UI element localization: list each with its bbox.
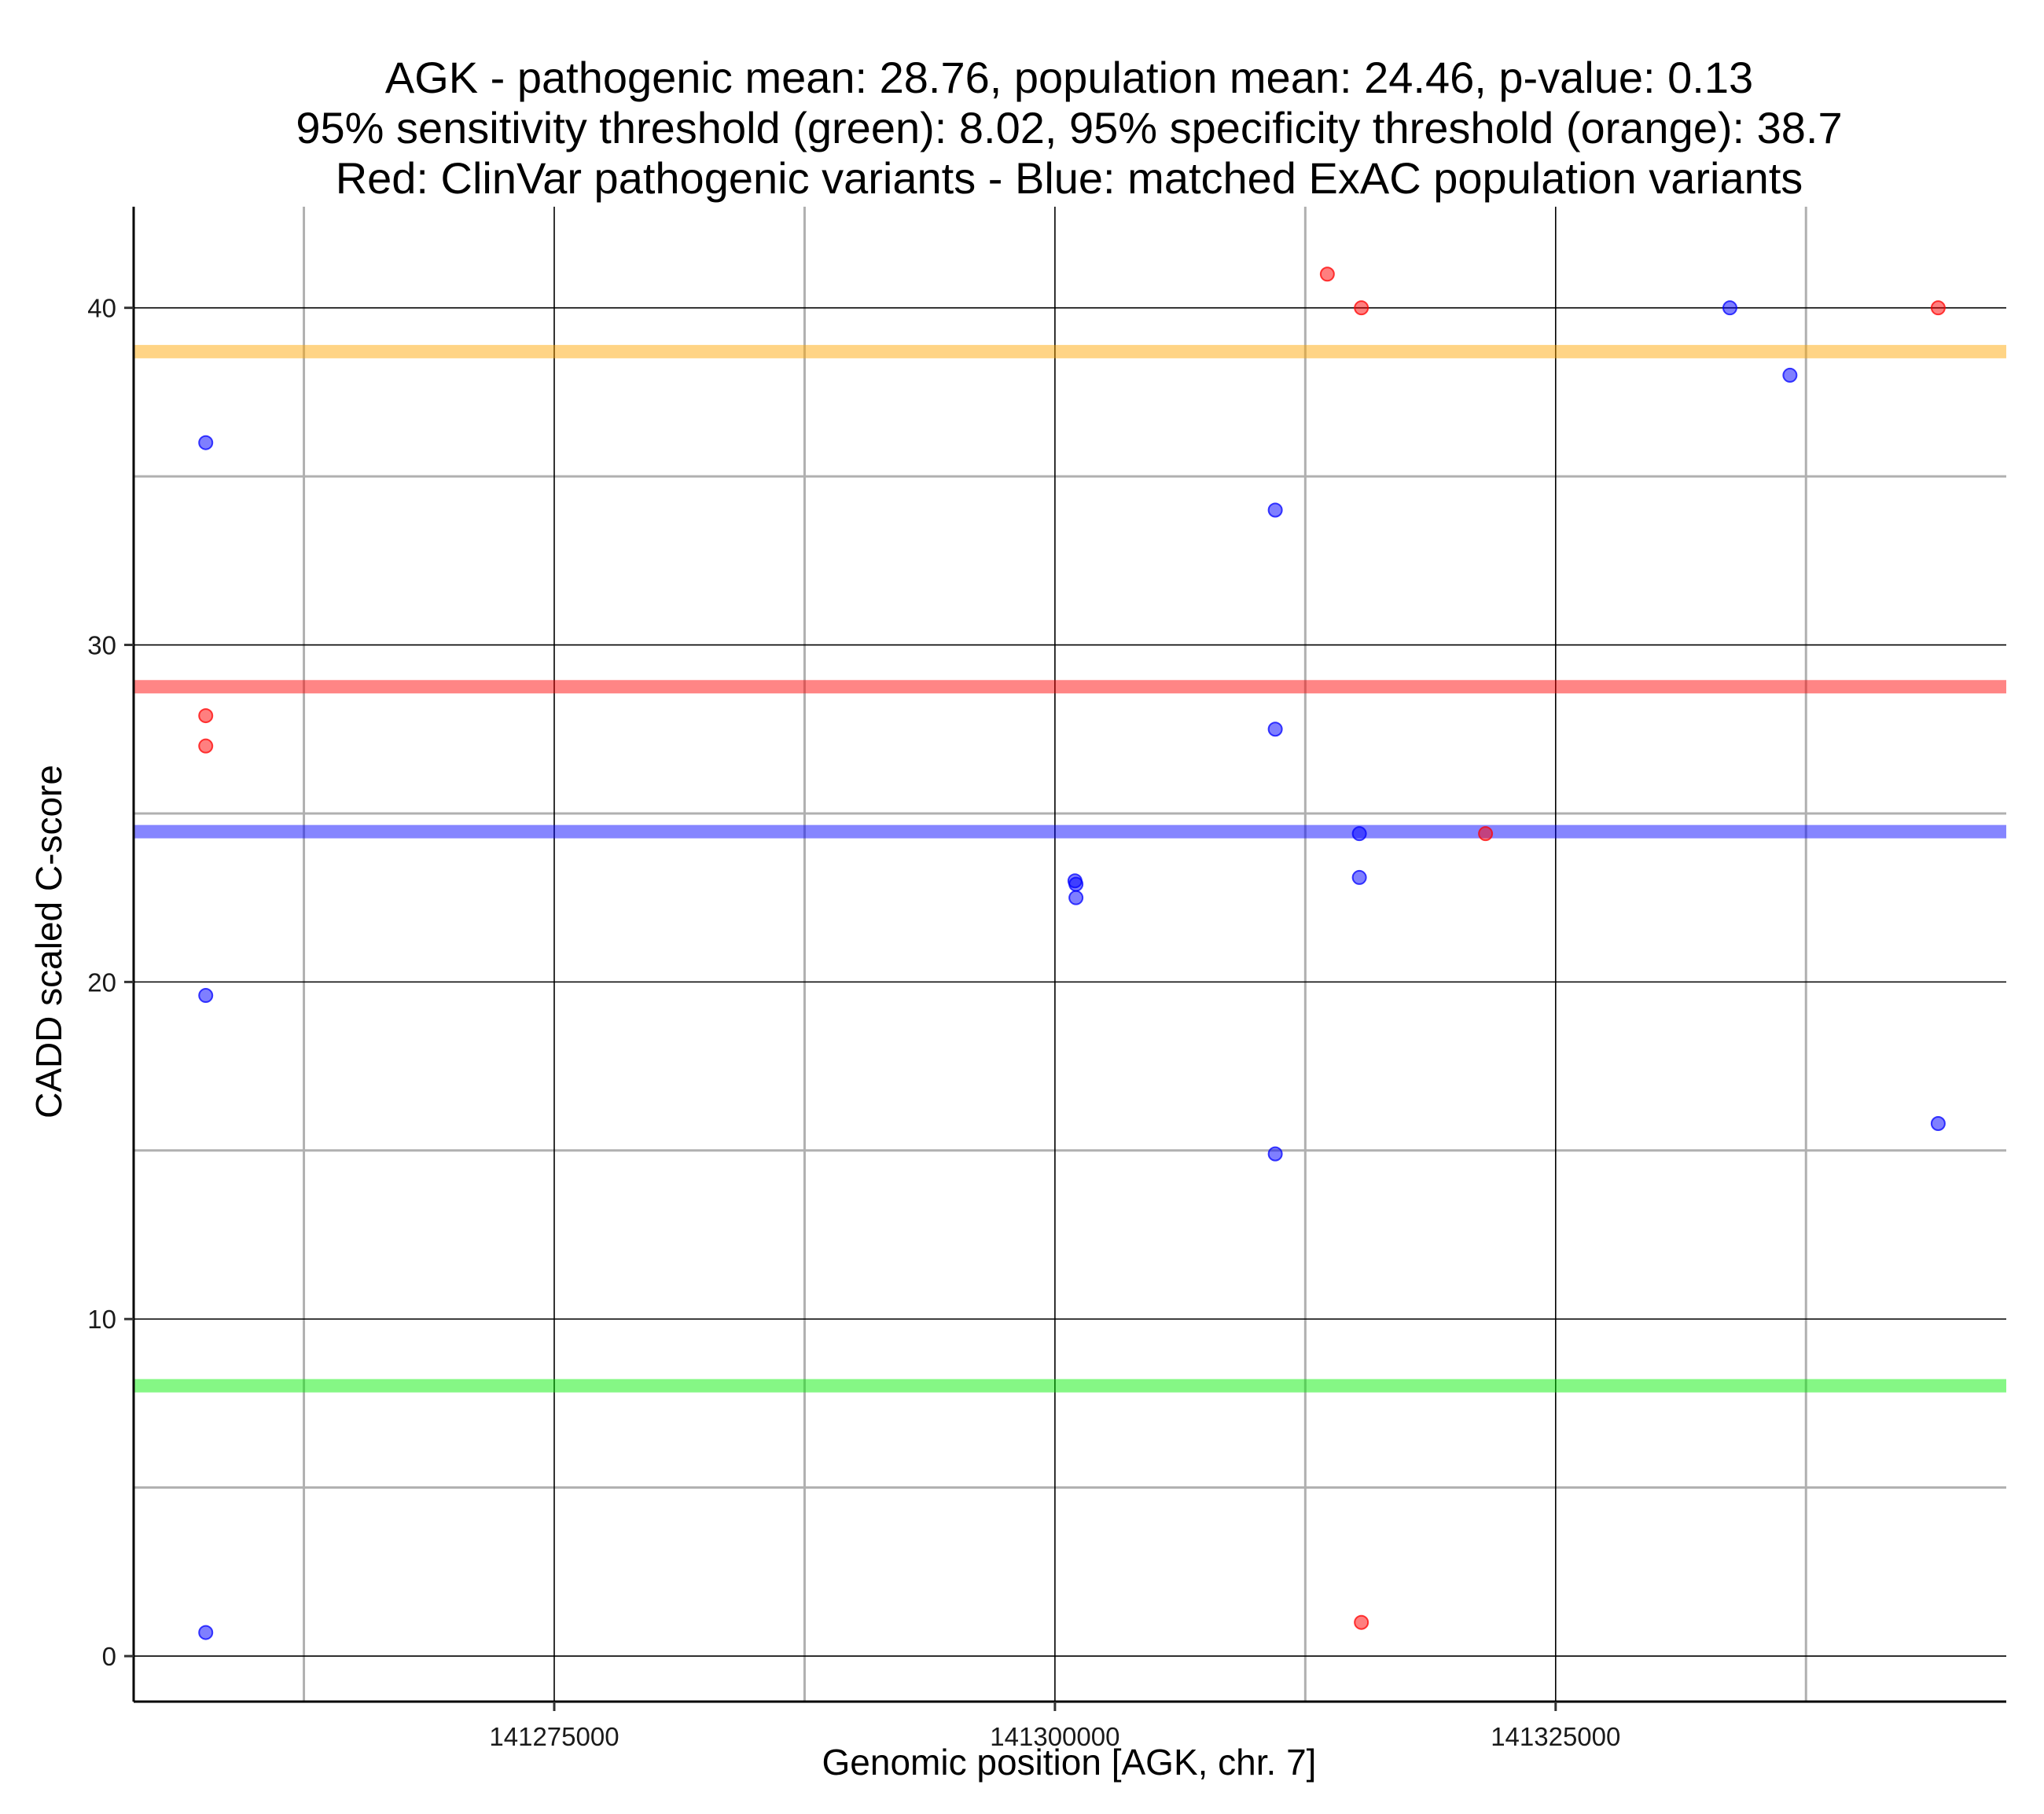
y-tick-label: 40 [87, 294, 116, 323]
y-tick-label: 30 [87, 631, 116, 660]
x-axis-title: Genomic position [AGK, chr. 7] [822, 1742, 1317, 1783]
chart-title: AGK - pathogenic mean: 28.76, population… [296, 53, 1842, 203]
x-tick-label: 141275000 [489, 1722, 619, 1751]
population-point [1351, 826, 1367, 842]
major-grid [134, 207, 2006, 1702]
population-point [198, 988, 214, 1004]
x-tick-label: 141325000 [1491, 1722, 1620, 1751]
y-tick-label: 20 [87, 968, 116, 997]
pathogenic-point [1319, 266, 1335, 282]
pathogenic-point [1478, 826, 1494, 842]
pathogenic-point [198, 738, 214, 754]
title-line-3: Red: ClinVar pathogenic variants - Blue:… [336, 153, 1803, 203]
minor-grid [134, 207, 2006, 1702]
population-point [1267, 722, 1283, 737]
population-point [1267, 1146, 1283, 1162]
pathogenic-point [1354, 300, 1369, 316]
threshold-lines [134, 344, 2006, 1393]
x-tick-label: 141300000 [990, 1722, 1119, 1751]
pathogenic-point [1930, 300, 1946, 316]
title-line-2: 95% sensitivity threshold (green): 8.02,… [296, 103, 1842, 152]
population-point [1930, 1116, 1946, 1132]
population-point [1351, 869, 1367, 885]
population-point [1068, 876, 1084, 892]
tick-labels: 0 10 20 30 40 141275000 141300000 141325000 [87, 294, 1620, 1751]
population-point [1722, 300, 1737, 316]
y-axis-title: CADD scaled C-score [28, 765, 69, 1118]
population-point [1782, 367, 1798, 383]
pathogenic-point [1354, 1614, 1369, 1630]
y-tick-label: 10 [87, 1305, 116, 1334]
y-tick-label: 0 [102, 1642, 116, 1671]
title-line-1: AGK - pathogenic mean: 28.76, population… [385, 53, 1753, 102]
pathogenic-point [198, 708, 214, 724]
data-points [198, 266, 1946, 1640]
axes [124, 207, 2006, 1711]
population-point [198, 435, 214, 450]
population-point [1267, 502, 1283, 518]
population-point [198, 1625, 214, 1640]
population-point [1068, 890, 1084, 905]
